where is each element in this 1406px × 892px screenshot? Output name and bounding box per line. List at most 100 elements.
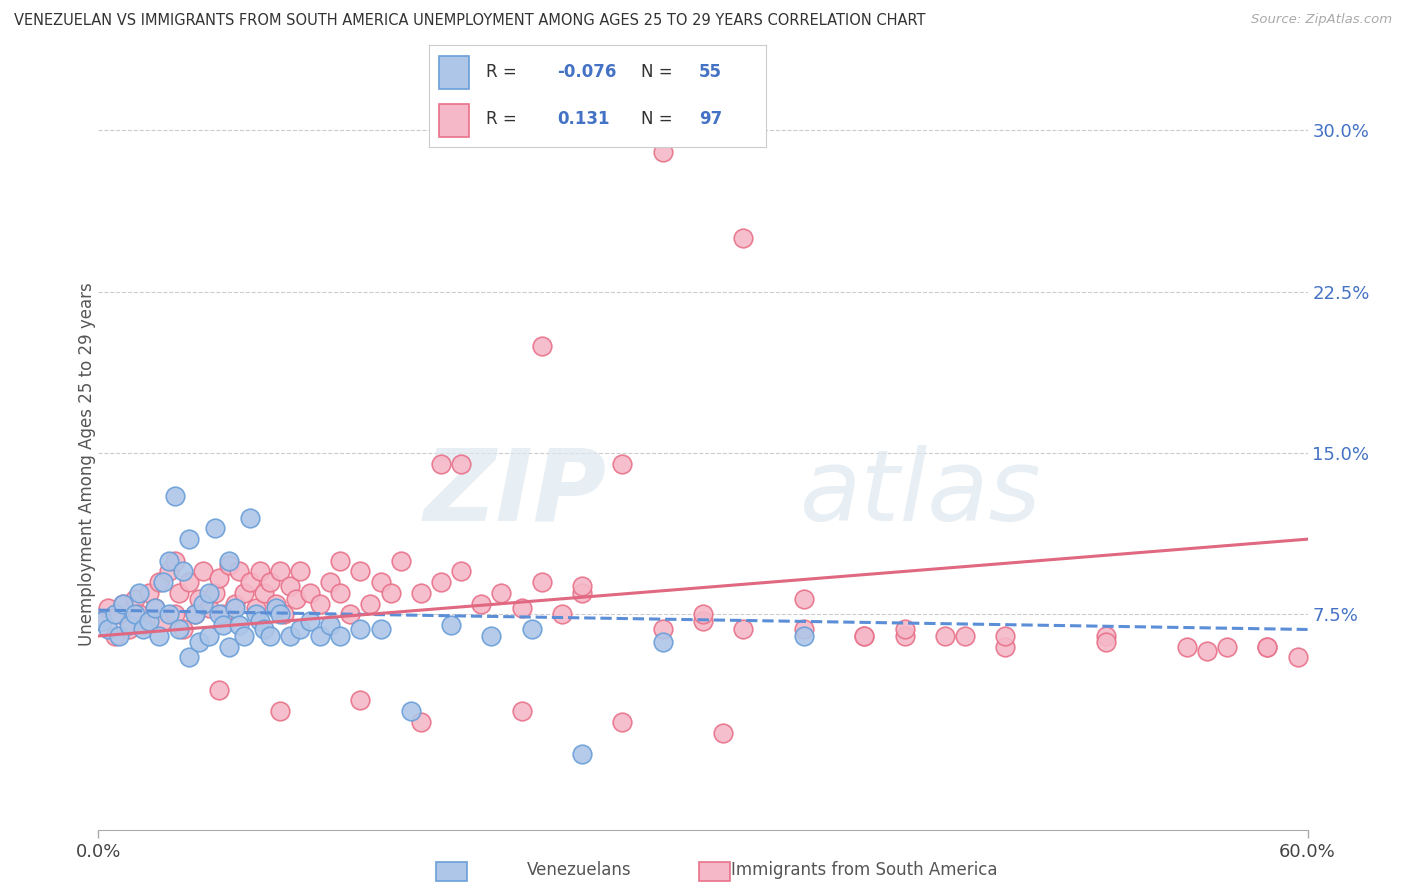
Point (167, 623, 190, 637)
Text: atlas: atlas (800, 444, 1042, 541)
Point (107, 607, 129, 622)
Point (793, 623, 815, 637)
Point (198, 586, 221, 600)
Point (571, 747, 593, 762)
Point (239, 575, 262, 590)
Point (97, 623, 120, 637)
Point (184, 607, 207, 622)
Point (1256, 640, 1278, 654)
Point (1286, 650, 1309, 665)
Point (1095, 629, 1118, 643)
Y-axis label: Unemployment Among Ages 25 to 29 years: Unemployment Among Ages 25 to 29 years (79, 282, 96, 646)
Point (491, 586, 513, 600)
Point (103, 629, 125, 643)
Point (530, 575, 553, 590)
FancyBboxPatch shape (439, 56, 470, 88)
Point (409, 714, 432, 729)
Point (389, 554, 412, 568)
Point (319, 618, 342, 632)
Point (530, 338, 553, 352)
Point (245, 601, 267, 615)
Point (208, 571, 231, 585)
Point (360, 597, 382, 611)
Point (793, 592, 815, 607)
Point (299, 586, 322, 600)
Point (994, 629, 1017, 643)
Point (571, 586, 593, 600)
Point (339, 607, 361, 622)
Point (430, 575, 453, 590)
Point (111, 597, 134, 611)
Point (163, 554, 186, 568)
Point (481, 629, 503, 643)
Point (853, 629, 876, 643)
Point (273, 607, 295, 622)
Text: 97: 97 (699, 111, 723, 128)
Point (259, 575, 281, 590)
Point (143, 601, 166, 615)
Point (269, 607, 291, 622)
Point (157, 607, 180, 622)
Point (128, 607, 150, 622)
Text: Immigrants from South America: Immigrants from South America (731, 861, 998, 879)
Point (148, 629, 170, 643)
Point (1256, 640, 1278, 654)
Point (111, 597, 134, 611)
Point (470, 597, 492, 611)
Point (269, 704, 291, 718)
Point (193, 565, 215, 579)
Point (163, 607, 186, 622)
Point (228, 618, 250, 632)
Point (253, 623, 276, 637)
Point (551, 607, 574, 622)
Point (107, 629, 129, 643)
Point (103, 607, 125, 622)
Point (132, 623, 155, 637)
Point (172, 623, 194, 637)
Point (208, 607, 231, 622)
Point (1195, 644, 1218, 658)
Point (163, 489, 186, 503)
Point (278, 579, 301, 593)
Point (118, 623, 141, 637)
Point (278, 629, 301, 643)
Point (1095, 635, 1118, 649)
Point (253, 586, 276, 600)
Point (409, 586, 432, 600)
Point (692, 607, 714, 622)
Point (204, 521, 226, 535)
Point (370, 623, 392, 637)
Point (651, 635, 673, 649)
Point (329, 586, 352, 600)
Text: N =: N = (641, 111, 673, 128)
Point (218, 554, 240, 568)
Point (218, 640, 240, 654)
Point (245, 607, 267, 622)
Point (853, 629, 876, 643)
Point (188, 635, 211, 649)
Point (450, 457, 472, 471)
Point (440, 618, 463, 632)
Point (571, 579, 593, 593)
Point (172, 565, 194, 579)
Text: 0.131: 0.131 (557, 111, 610, 128)
Point (152, 614, 174, 628)
Point (167, 586, 190, 600)
Point (212, 618, 235, 632)
Point (193, 597, 215, 611)
Point (118, 618, 141, 632)
Point (329, 629, 352, 643)
Point (733, 231, 755, 245)
Point (179, 532, 201, 546)
Point (349, 623, 371, 637)
Point (198, 629, 221, 643)
Point (138, 614, 160, 628)
Point (953, 629, 976, 643)
Text: -0.076: -0.076 (557, 63, 616, 81)
Point (793, 629, 815, 643)
Text: Source: ZipAtlas.com: Source: ZipAtlas.com (1251, 13, 1392, 27)
Point (198, 601, 221, 615)
Point (224, 597, 246, 611)
Text: R =: R = (486, 63, 517, 81)
Point (124, 592, 146, 607)
